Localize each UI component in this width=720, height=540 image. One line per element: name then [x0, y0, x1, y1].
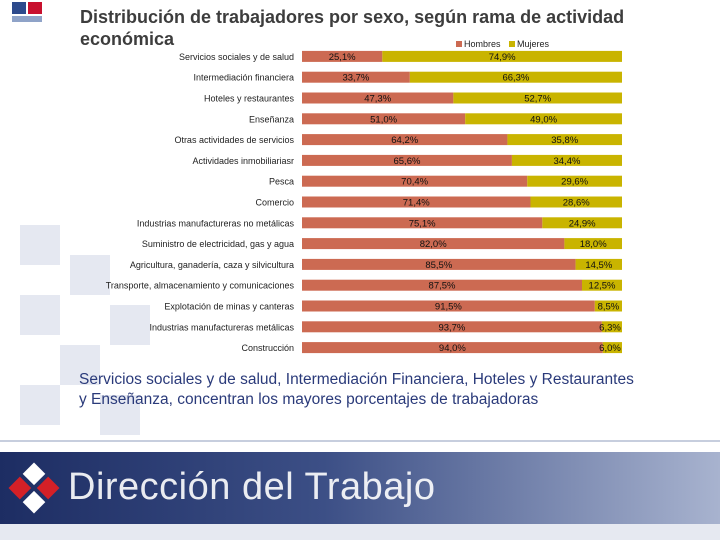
category-label: Comercio — [255, 198, 294, 208]
bar-hombres — [302, 71, 410, 83]
data-label-mujeres: 8,5% — [598, 302, 620, 313]
bar-mujeres — [465, 113, 622, 125]
data-label-hombres: 93,7% — [438, 322, 465, 333]
data-label-hombres: 82,0% — [420, 239, 447, 250]
data-label-hombres: 70,4% — [401, 177, 428, 188]
bar-mujeres — [507, 134, 622, 146]
bar-hombres — [302, 50, 383, 62]
bar-hombres — [302, 154, 512, 166]
summary-text: Servicios sociales y de salud, Intermedi… — [79, 371, 634, 408]
data-label-hombres: 65,6% — [393, 156, 420, 167]
data-label-hombres: 75,1% — [409, 218, 436, 229]
bar-mujeres — [601, 321, 622, 333]
bar-hombres — [302, 238, 565, 250]
data-label-mujeres: 12,5% — [589, 281, 616, 292]
category-label: Otras actividades de servicios — [174, 135, 294, 145]
bar-hombres — [302, 113, 466, 125]
bar-hombres — [302, 175, 528, 187]
bar-hombres — [302, 134, 508, 146]
bar-mujeres — [382, 50, 622, 62]
data-label-mujeres: 52,7% — [524, 94, 551, 105]
bar-hombres — [302, 196, 531, 208]
bar-hombres — [302, 300, 595, 312]
legend-swatch-hombres — [456, 41, 462, 47]
data-label-hombres: 64,2% — [391, 135, 418, 146]
category-label: Servicios sociales y de salud — [179, 52, 294, 62]
legend-swatch-mujeres — [509, 41, 515, 47]
category-label: Transporte, almacenamiento y comunicacio… — [106, 281, 295, 291]
slide-title: Distribución de trabajadores por sexo, s… — [80, 7, 625, 49]
bar-mujeres — [511, 154, 622, 166]
category-label: Suministro de electricidad, gas y agua — [142, 239, 294, 249]
data-label-hombres: 94,0% — [439, 343, 466, 354]
data-label-mujeres: 34,4% — [553, 156, 580, 167]
category-label: Enseñanza — [249, 114, 294, 124]
category-label: Construcción — [241, 343, 294, 353]
bar-mujeres — [409, 71, 622, 83]
data-label-mujeres: 24,9% — [569, 218, 596, 229]
data-label-mujeres: 18,0% — [580, 239, 607, 250]
bar-hombres — [302, 279, 582, 291]
category-label: Actividades inmobiliariasr — [192, 156, 294, 166]
category-label: Explotación de minas y canteras — [164, 302, 294, 312]
bar-mujeres — [530, 196, 622, 208]
data-label-mujeres: 28,6% — [563, 198, 590, 209]
footer-divider — [0, 440, 720, 442]
data-label-hombres: 91,5% — [435, 302, 462, 313]
bar-mujeres — [575, 258, 622, 270]
footer-strip — [0, 524, 720, 540]
category-label: Industrias manufactureras metálicas — [149, 322, 294, 332]
category-label: Industrias manufactureras no metálicas — [137, 218, 295, 228]
bar-hombres — [302, 342, 603, 354]
data-label-mujeres: 35,8% — [551, 135, 578, 146]
data-label-hombres: 85,5% — [425, 260, 452, 271]
data-label-hombres: 25,1% — [329, 52, 356, 63]
data-label-mujeres: 49,0% — [530, 114, 557, 125]
category-label: Intermediación financiera — [193, 73, 294, 83]
bar-hombres — [302, 92, 454, 104]
watermark-cubes — [20, 225, 150, 435]
data-label-mujeres: 6,3% — [599, 322, 621, 333]
category-label: Hoteles y restaurantes — [204, 94, 295, 104]
data-label-mujeres: 14,5% — [585, 260, 612, 271]
data-label-hombres: 51,0% — [370, 114, 397, 125]
data-label-mujeres: 29,6% — [561, 177, 588, 188]
bar-mujeres — [564, 238, 622, 250]
bar-mujeres — [594, 300, 622, 312]
bar-chart: Servicios sociales y de salud 25,1% 74,9% I… — [106, 39, 622, 354]
bar-mujeres — [582, 279, 622, 291]
bar-mujeres — [527, 175, 622, 187]
footer-brand: Dirección del Trabajo — [68, 466, 436, 508]
data-label-mujeres: 66,3% — [502, 73, 529, 84]
bar-hombres — [302, 321, 602, 333]
corner-logo — [0, 0, 44, 26]
bar-hombres — [302, 258, 576, 270]
data-label-hombres: 71,4% — [403, 198, 430, 209]
institution-logo-icon — [8, 462, 60, 514]
category-label: Agricultura, ganadería, caza y silvicult… — [130, 260, 294, 270]
bar-mujeres — [602, 342, 622, 354]
bar-hombres — [302, 217, 543, 229]
legend-label-mujeres: Mujeres — [517, 39, 550, 49]
data-label-mujeres: 6,0% — [599, 343, 621, 354]
bar-mujeres — [453, 92, 622, 104]
bar-mujeres — [542, 217, 622, 229]
data-label-hombres: 47,3% — [364, 94, 391, 105]
footer-banner: Dirección del Trabajo — [0, 452, 720, 524]
category-label: Pesca — [269, 177, 294, 187]
data-label-mujeres: 74,9% — [489, 52, 516, 63]
data-label-hombres: 87,5% — [429, 281, 456, 292]
legend-label-hombres: Hombres — [464, 39, 501, 49]
data-label-hombres: 33,7% — [342, 73, 369, 84]
